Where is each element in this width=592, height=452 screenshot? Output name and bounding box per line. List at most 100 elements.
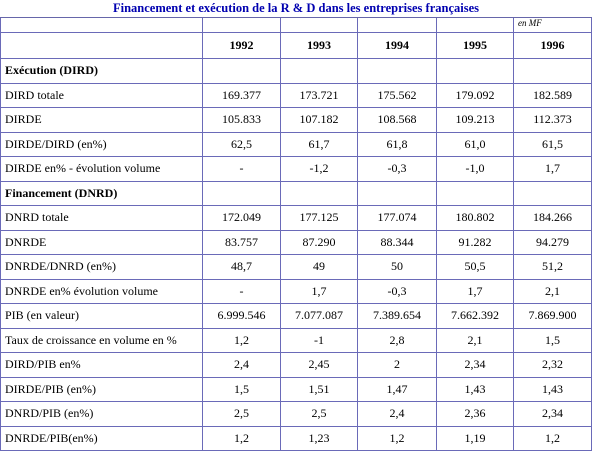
value-cell: 177.125 xyxy=(280,205,358,231)
cell xyxy=(202,18,281,33)
value-cell: 2,5 xyxy=(202,401,281,427)
value-cell: 1,51 xyxy=(280,376,358,402)
value-cell: 1,7 xyxy=(280,278,358,304)
year-header: 1993 xyxy=(280,32,358,59)
data-row: DNRDE 83.757 87.290 88.344 91.282 94.279 xyxy=(0,229,592,255)
value-cell: 2,4 xyxy=(357,401,437,427)
value-cell: 175.562 xyxy=(357,82,437,108)
row-label: DIRD/PIB en% xyxy=(0,352,203,378)
value-cell: 83.757 xyxy=(202,229,281,255)
row-label: DIRD totale xyxy=(0,82,203,108)
value-cell: 6.999.546 xyxy=(202,303,281,329)
value-cell: 105.833 xyxy=(202,107,281,133)
value-cell: 1,2 xyxy=(202,327,281,353)
value-cell: -0,3 xyxy=(357,156,437,182)
value-cell: 1,19 xyxy=(436,425,514,451)
value-cell: 7.869.900 xyxy=(513,303,592,329)
row-label: DNRDE xyxy=(0,229,203,255)
value-cell: 87.290 xyxy=(280,229,358,255)
value-cell: 177.074 xyxy=(357,205,437,231)
section-row: Financement (DNRD) xyxy=(0,180,592,206)
row-label: DIRDE/DIRD (en%) xyxy=(0,131,203,157)
cell xyxy=(280,180,358,206)
value-cell: 2,34 xyxy=(513,401,592,427)
value-cell: 1,43 xyxy=(436,376,514,402)
value-cell: 2,36 xyxy=(436,401,514,427)
value-cell: - xyxy=(202,156,281,182)
row-label: DIRDE/PIB (en%) xyxy=(0,376,203,402)
value-cell: 61,7 xyxy=(280,131,358,157)
row-label: DIRDE xyxy=(0,107,203,133)
title: Financement et exécution de la R & D dan… xyxy=(0,0,592,18)
section-row: Exécution (DIRD) xyxy=(0,58,592,84)
cell xyxy=(357,58,437,84)
cell xyxy=(0,32,203,59)
section-heading: Exécution (DIRD) xyxy=(0,58,203,84)
row-label: DIRDE en% - évolution volume xyxy=(0,156,203,182)
value-cell: 1,5 xyxy=(513,327,592,353)
data-row: DNRDE en% évolution volume -1,7 -0,3 1,7 2,1 xyxy=(0,278,592,304)
row-label: DNRD/PIB (en%) xyxy=(0,401,203,427)
value-cell: 2,1 xyxy=(436,327,514,353)
value-cell: 48,7 xyxy=(202,254,281,280)
value-cell: 91.282 xyxy=(436,229,514,255)
value-cell: 62,5 xyxy=(202,131,281,157)
value-cell: 180.802 xyxy=(436,205,514,231)
value-cell: 61,0 xyxy=(436,131,514,157)
row-label: DNRDE/PIB(en%) xyxy=(0,425,203,451)
value-cell: -1,0 xyxy=(436,156,514,182)
data-row: DIRDE/PIB (en%) 1,5 1,51 1,47 1,43 1,43 xyxy=(0,376,592,402)
cell xyxy=(0,18,203,33)
value-cell: 7.077.087 xyxy=(280,303,358,329)
value-cell: 1,43 xyxy=(513,376,592,402)
row-label: DNRD totale xyxy=(0,205,203,231)
unit-label: en MF xyxy=(513,18,592,33)
value-cell: 169.377 xyxy=(202,82,281,108)
cell xyxy=(202,180,281,206)
value-cell: 2,5 xyxy=(280,401,358,427)
value-cell: 7.662.392 xyxy=(436,303,514,329)
value-cell: 182.589 xyxy=(513,82,592,108)
value-cell: 61,5 xyxy=(513,131,592,157)
value-cell: 1,23 xyxy=(280,425,358,451)
value-cell: 2,8 xyxy=(357,327,437,353)
cell xyxy=(436,58,514,84)
data-row: DIRD/PIB en% 2,4 2,45 2 2,34 2,32 xyxy=(0,352,592,378)
data-row: DIRDE/DIRD (en%) 62,5 61,7 61,8 61,0 61,5 xyxy=(0,131,592,157)
value-cell: 2,34 xyxy=(436,352,514,378)
value-cell: 49 xyxy=(280,254,358,280)
value-cell: 51,2 xyxy=(513,254,592,280)
value-cell: 2 xyxy=(357,352,437,378)
value-cell: 107.182 xyxy=(280,107,358,133)
unit-row: en MF xyxy=(0,18,592,33)
value-cell: 1,47 xyxy=(357,376,437,402)
cell xyxy=(280,58,358,84)
value-cell: 172.049 xyxy=(202,205,281,231)
value-cell: -1 xyxy=(280,327,358,353)
data-row: Taux de croissance en volume en % 1,2 -1 2,… xyxy=(0,327,592,353)
value-cell: 88.344 xyxy=(357,229,437,255)
cell xyxy=(202,58,281,84)
data-row: DIRDE en% - évolution volume - -1,2 -0,3 -1,… xyxy=(0,156,592,182)
data-row: DIRDE 105.833 107.182 108.568 109.213 112.373 xyxy=(0,107,592,133)
value-cell: - xyxy=(202,278,281,304)
row-label: DNRDE en% évolution volume xyxy=(0,278,203,304)
year-header: 1996 xyxy=(513,32,592,59)
value-cell: -0,3 xyxy=(357,278,437,304)
data-row: DNRDE/PIB(en%) 1,2 1,23 1,2 1,19 1,2 xyxy=(0,425,592,451)
value-cell: 94.279 xyxy=(513,229,592,255)
year-header: 1995 xyxy=(436,32,514,59)
row-label: PIB (en valeur) xyxy=(0,303,203,329)
data-row: PIB (en valeur) 6.999.546 7.077.087 7.389.6… xyxy=(0,303,592,329)
value-cell: 1,5 xyxy=(202,376,281,402)
value-cell: 112.373 xyxy=(513,107,592,133)
value-cell: 108.568 xyxy=(357,107,437,133)
cell xyxy=(280,18,358,33)
value-cell: 50 xyxy=(357,254,437,280)
value-cell: 61,8 xyxy=(357,131,437,157)
data-row: DIRD totale 169.377 173.721 175.562 179.092 1… xyxy=(0,82,592,108)
row-label: DNRDE/DNRD (en%) xyxy=(0,254,203,280)
value-cell: 1,2 xyxy=(202,425,281,451)
header-row: 1992 1993 1994 1995 1996 xyxy=(0,32,592,59)
